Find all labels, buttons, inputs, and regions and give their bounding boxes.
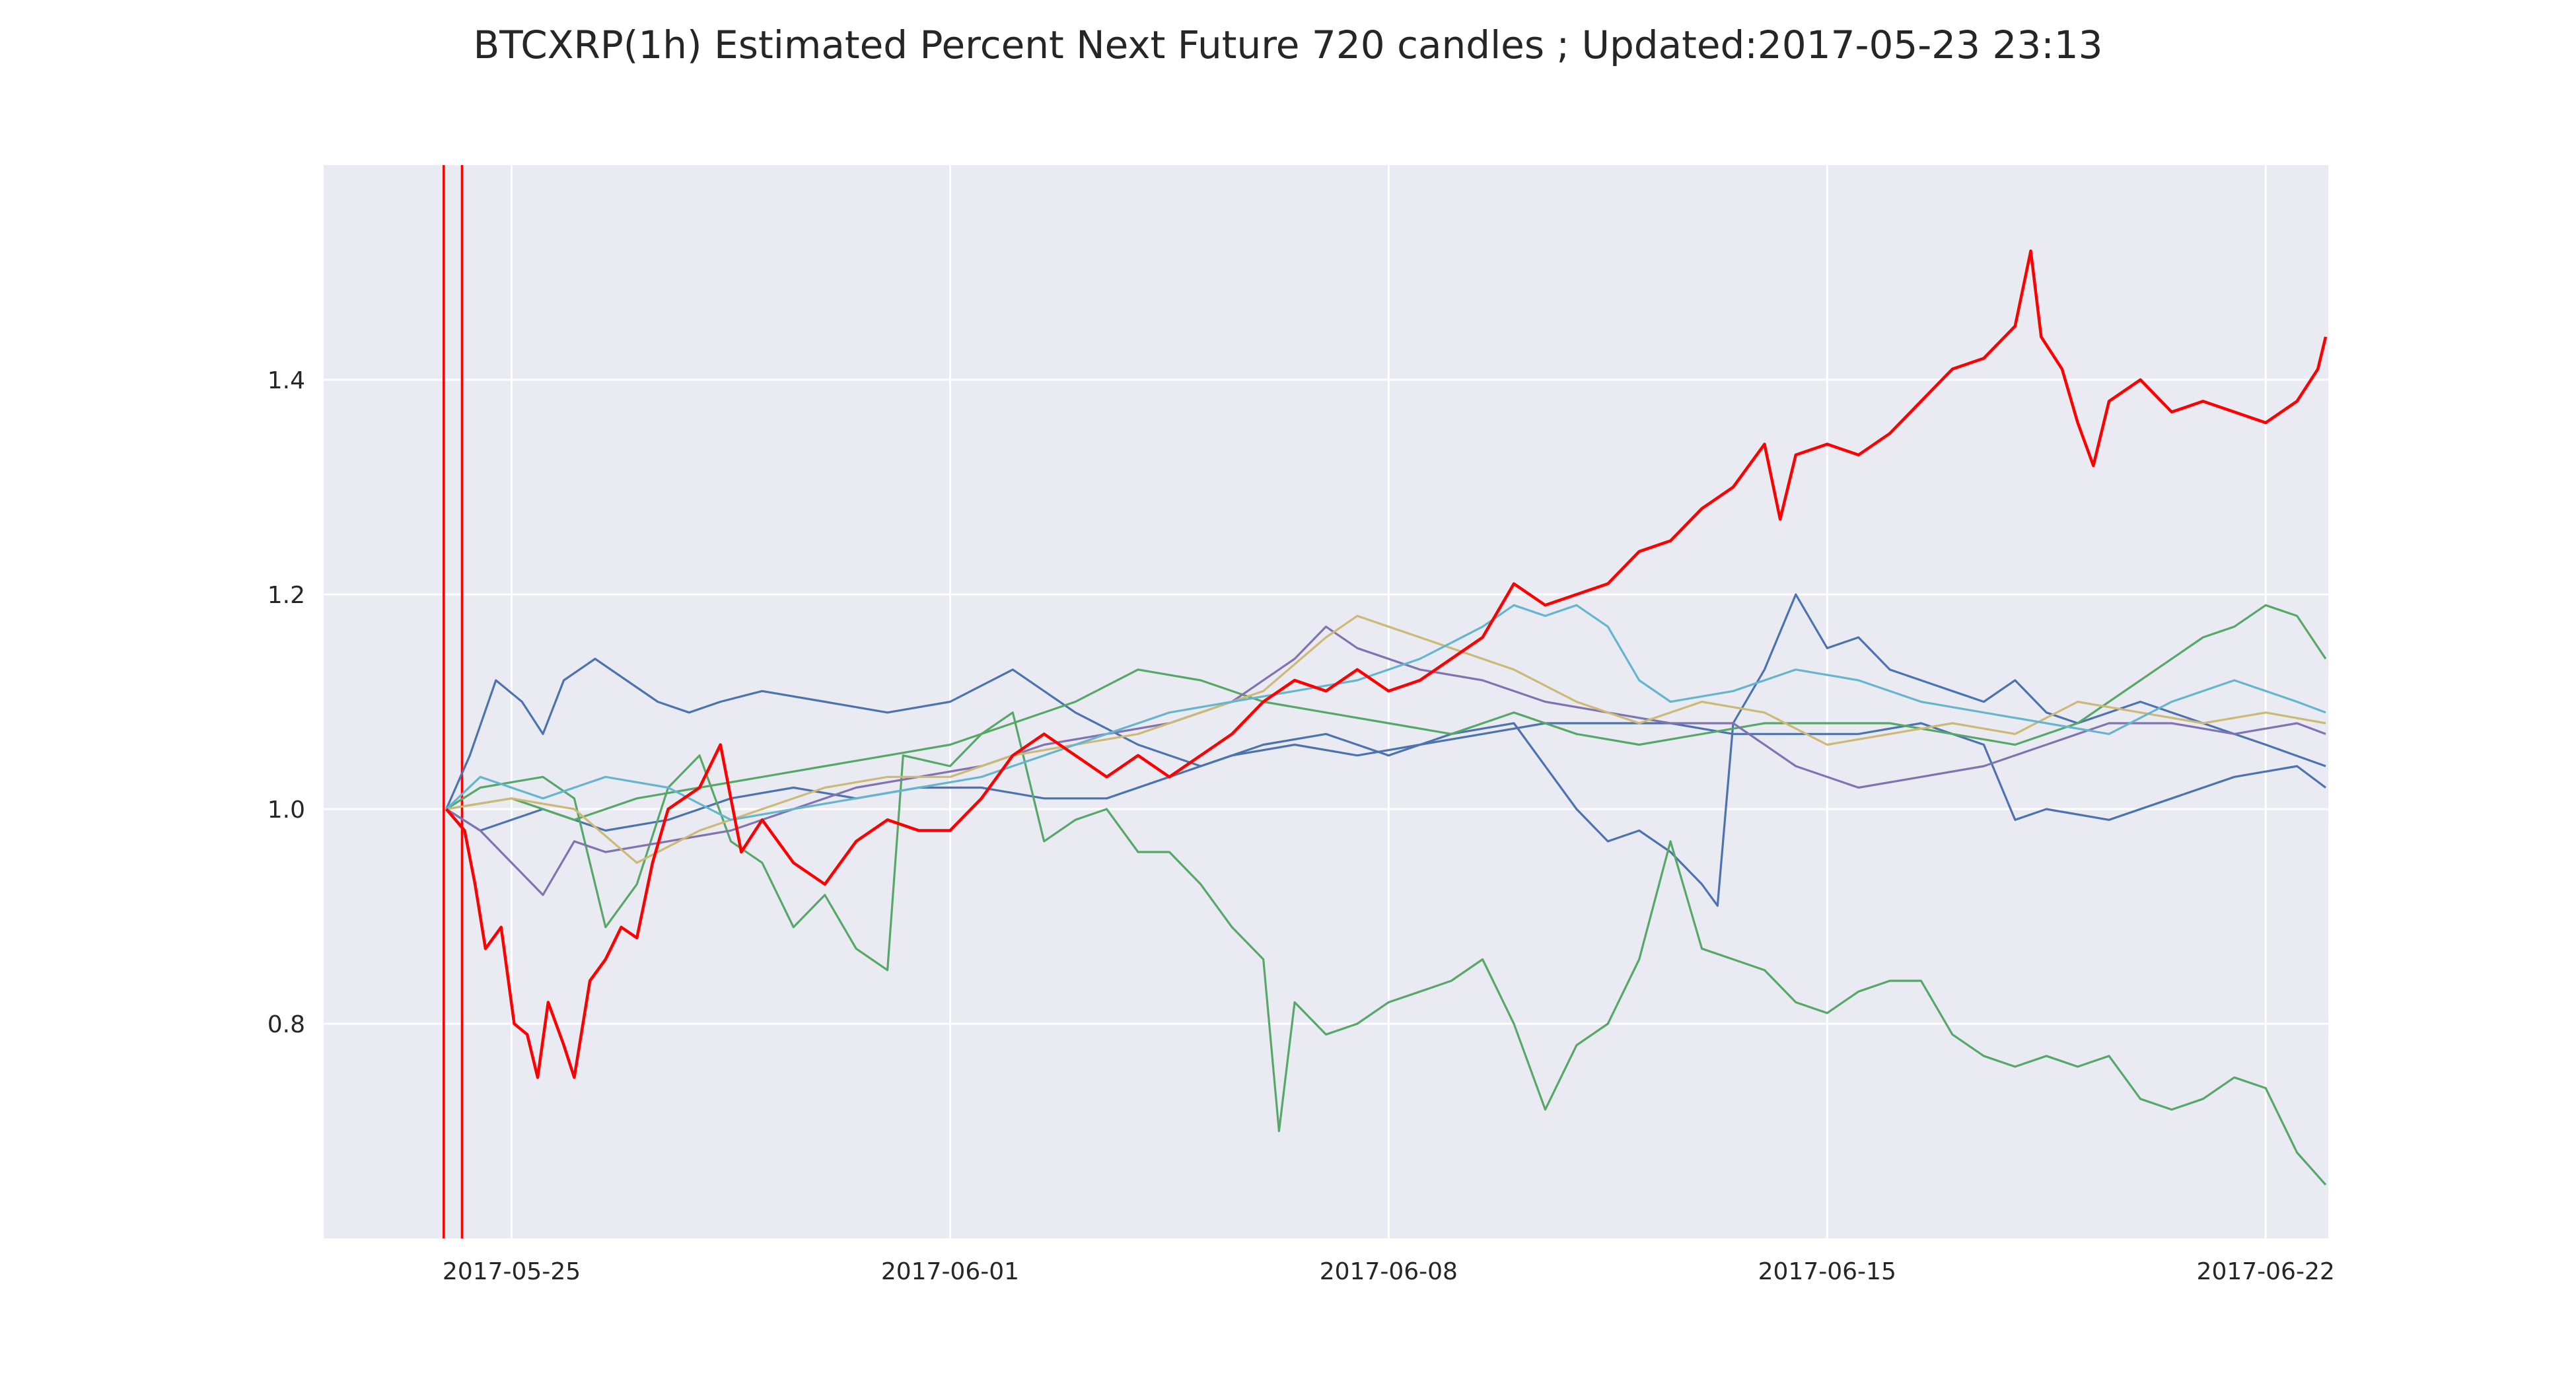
x-axis-ticks: 2017-05-25 2017-06-01 2017-06-08 2017-06-15… [443, 1258, 2335, 1285]
series-line-6 [446, 614, 2326, 864]
plot-area [324, 165, 2328, 1238]
series-line-7 [445, 604, 2326, 821]
y-tick-label-0: 0.8 [268, 1011, 305, 1038]
series-line-2 [445, 722, 2326, 832]
y-axis-ticks: 0.8 1.0 1.2 1.4 [268, 367, 305, 1038]
x-tick-label-3: 2017-06-15 [1758, 1258, 1896, 1285]
series-line-3 [445, 711, 2327, 1186]
series-lines [445, 249, 2328, 1186]
series-line-4 [446, 604, 2327, 821]
series-line-0 [445, 249, 2328, 1079]
x-tick-label-4: 2017-06-22 [2197, 1258, 2335, 1285]
x-tick-label-1: 2017-06-01 [881, 1258, 1019, 1285]
vertical-markers [443, 165, 464, 1238]
chart-title: BTCXRP(1h) Estimated Percent Next Future… [473, 22, 2103, 67]
series-line-5 [445, 625, 2326, 896]
y-tick-label-1: 1.0 [268, 797, 305, 824]
x-tick-label-0: 2017-05-25 [443, 1258, 581, 1285]
y-tick-label-2: 1.2 [268, 582, 305, 609]
y-tick-label-3: 1.4 [268, 367, 305, 394]
x-tick-label-2: 2017-06-08 [1320, 1258, 1458, 1285]
